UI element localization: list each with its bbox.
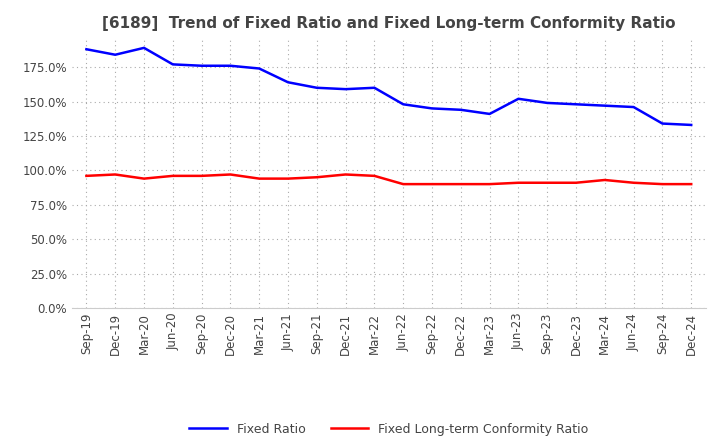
Fixed Long-term Conformity Ratio	[514, 180, 523, 185]
Title: [6189]  Trend of Fixed Ratio and Fixed Long-term Conformity Ratio: [6189] Trend of Fixed Ratio and Fixed Lo…	[102, 16, 675, 32]
Fixed Long-term Conformity Ratio	[600, 177, 609, 183]
Fixed Ratio	[600, 103, 609, 108]
Fixed Ratio	[399, 102, 408, 107]
Fixed Long-term Conformity Ratio	[687, 181, 696, 187]
Fixed Long-term Conformity Ratio	[284, 176, 292, 181]
Fixed Long-term Conformity Ratio	[572, 180, 580, 185]
Fixed Ratio	[514, 96, 523, 102]
Fixed Long-term Conformity Ratio	[111, 172, 120, 177]
Fixed Ratio	[284, 80, 292, 85]
Fixed Long-term Conformity Ratio	[82, 173, 91, 179]
Fixed Long-term Conformity Ratio	[140, 176, 148, 181]
Fixed Long-term Conformity Ratio	[255, 176, 264, 181]
Fixed Long-term Conformity Ratio	[197, 173, 206, 179]
Fixed Ratio	[658, 121, 667, 126]
Fixed Long-term Conformity Ratio	[658, 181, 667, 187]
Fixed Long-term Conformity Ratio	[428, 181, 436, 187]
Line: Fixed Long-term Conformity Ratio: Fixed Long-term Conformity Ratio	[86, 175, 691, 184]
Line: Fixed Ratio: Fixed Ratio	[86, 48, 691, 125]
Fixed Ratio	[226, 63, 235, 68]
Fixed Ratio	[687, 122, 696, 128]
Fixed Long-term Conformity Ratio	[168, 173, 177, 179]
Fixed Ratio	[197, 63, 206, 68]
Fixed Long-term Conformity Ratio	[456, 181, 465, 187]
Fixed Ratio	[456, 107, 465, 113]
Fixed Ratio	[341, 87, 350, 92]
Fixed Ratio	[629, 104, 638, 110]
Fixed Ratio	[370, 85, 379, 90]
Fixed Ratio	[255, 66, 264, 71]
Fixed Ratio	[428, 106, 436, 111]
Fixed Ratio	[82, 47, 91, 52]
Legend: Fixed Ratio, Fixed Long-term Conformity Ratio: Fixed Ratio, Fixed Long-term Conformity …	[184, 418, 593, 440]
Fixed Ratio	[312, 85, 321, 90]
Fixed Long-term Conformity Ratio	[341, 172, 350, 177]
Fixed Long-term Conformity Ratio	[226, 172, 235, 177]
Fixed Long-term Conformity Ratio	[399, 181, 408, 187]
Fixed Long-term Conformity Ratio	[543, 180, 552, 185]
Fixed Long-term Conformity Ratio	[485, 181, 494, 187]
Fixed Ratio	[140, 45, 148, 51]
Fixed Long-term Conformity Ratio	[629, 180, 638, 185]
Fixed Long-term Conformity Ratio	[312, 175, 321, 180]
Fixed Ratio	[168, 62, 177, 67]
Fixed Ratio	[572, 102, 580, 107]
Fixed Ratio	[485, 111, 494, 117]
Fixed Ratio	[543, 100, 552, 106]
Fixed Long-term Conformity Ratio	[370, 173, 379, 179]
Fixed Ratio	[111, 52, 120, 57]
